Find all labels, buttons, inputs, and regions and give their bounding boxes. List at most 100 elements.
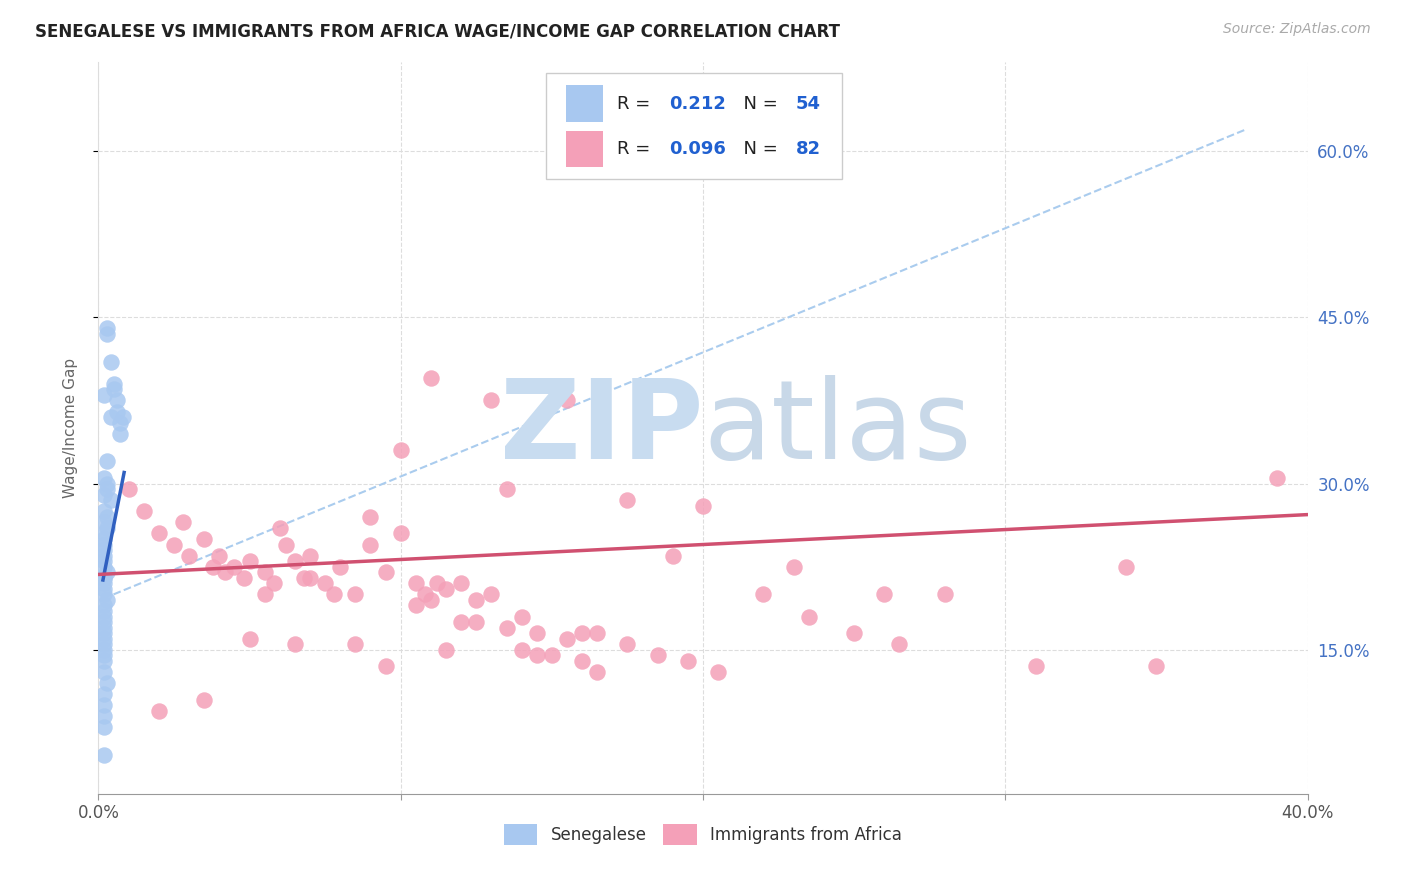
Point bbox=[93, 543, 115, 558]
Point bbox=[93, 554, 115, 568]
Point bbox=[405, 599, 427, 613]
Point bbox=[510, 609, 533, 624]
Text: atlas: atlas bbox=[703, 375, 972, 482]
Text: R =: R = bbox=[617, 140, 657, 158]
Point bbox=[96, 676, 118, 690]
Point bbox=[481, 587, 503, 601]
Point bbox=[344, 587, 367, 601]
Point bbox=[586, 665, 609, 679]
Point bbox=[647, 648, 669, 663]
Point bbox=[93, 471, 115, 485]
Point bbox=[526, 626, 548, 640]
Point bbox=[103, 376, 125, 391]
Point bbox=[93, 599, 115, 613]
Point bbox=[844, 626, 866, 640]
Point bbox=[360, 509, 382, 524]
Point bbox=[93, 654, 115, 668]
Point bbox=[405, 576, 427, 591]
Point bbox=[263, 576, 285, 591]
Point bbox=[93, 604, 115, 618]
Point bbox=[96, 476, 118, 491]
Point bbox=[93, 587, 115, 601]
Point bbox=[93, 748, 115, 763]
Point bbox=[314, 576, 336, 591]
Point bbox=[93, 582, 115, 596]
Point bbox=[284, 637, 307, 651]
Point bbox=[481, 393, 503, 408]
Point bbox=[692, 499, 714, 513]
Point bbox=[93, 626, 115, 640]
Point bbox=[420, 371, 443, 385]
Point bbox=[224, 559, 246, 574]
Point bbox=[374, 566, 396, 580]
Point bbox=[103, 383, 125, 397]
Point bbox=[571, 626, 593, 640]
Point bbox=[420, 593, 443, 607]
Point bbox=[93, 648, 115, 663]
Point bbox=[1115, 559, 1137, 574]
Point bbox=[163, 537, 186, 551]
Point bbox=[495, 621, 517, 635]
Point bbox=[426, 576, 449, 591]
Text: N =: N = bbox=[733, 95, 783, 112]
Point bbox=[413, 587, 436, 601]
Point bbox=[93, 632, 115, 646]
Point bbox=[96, 593, 118, 607]
Point bbox=[540, 648, 562, 663]
Point bbox=[389, 526, 412, 541]
Point bbox=[108, 426, 131, 441]
Text: 0.096: 0.096 bbox=[669, 140, 725, 158]
Point bbox=[616, 493, 638, 508]
Text: 54: 54 bbox=[796, 95, 821, 112]
Point bbox=[179, 549, 201, 563]
Point bbox=[96, 326, 118, 341]
Point bbox=[299, 549, 322, 563]
Point bbox=[253, 566, 276, 580]
Point bbox=[100, 410, 122, 425]
Point bbox=[93, 488, 115, 502]
Text: 0.212: 0.212 bbox=[669, 95, 725, 112]
Point bbox=[93, 559, 115, 574]
Point bbox=[934, 587, 956, 601]
Point bbox=[93, 698, 115, 713]
Point bbox=[93, 615, 115, 629]
Point bbox=[111, 410, 134, 425]
Point bbox=[93, 637, 115, 651]
Text: R =: R = bbox=[617, 95, 657, 112]
Point bbox=[148, 704, 170, 718]
Point bbox=[93, 532, 115, 546]
Point bbox=[239, 554, 262, 568]
Point bbox=[797, 609, 820, 624]
Point bbox=[586, 626, 609, 640]
Point bbox=[269, 521, 291, 535]
Point bbox=[752, 587, 775, 601]
Point bbox=[239, 632, 262, 646]
Text: 82: 82 bbox=[796, 140, 821, 158]
Point bbox=[1267, 471, 1289, 485]
Point bbox=[284, 554, 307, 568]
Point bbox=[132, 504, 155, 518]
Point bbox=[93, 504, 115, 518]
Point bbox=[148, 526, 170, 541]
Point bbox=[105, 404, 128, 418]
Point bbox=[707, 665, 730, 679]
Point bbox=[389, 443, 412, 458]
Point bbox=[374, 659, 396, 673]
Point bbox=[465, 615, 488, 629]
Point bbox=[96, 321, 118, 335]
Point bbox=[202, 559, 225, 574]
Text: SENEGALESE VS IMMIGRANTS FROM AFRICA WAGE/INCOME GAP CORRELATION CHART: SENEGALESE VS IMMIGRANTS FROM AFRICA WAG… bbox=[35, 22, 841, 40]
Point bbox=[100, 354, 122, 368]
Point bbox=[96, 521, 118, 535]
Point bbox=[93, 576, 115, 591]
Point bbox=[193, 692, 215, 706]
Point bbox=[93, 571, 115, 585]
Text: ZIP: ZIP bbox=[499, 375, 703, 482]
Point bbox=[676, 654, 699, 668]
Point bbox=[783, 559, 806, 574]
Point bbox=[93, 571, 115, 585]
Point bbox=[526, 648, 548, 663]
Point bbox=[93, 720, 115, 734]
Point bbox=[172, 516, 194, 530]
Point bbox=[274, 537, 297, 551]
